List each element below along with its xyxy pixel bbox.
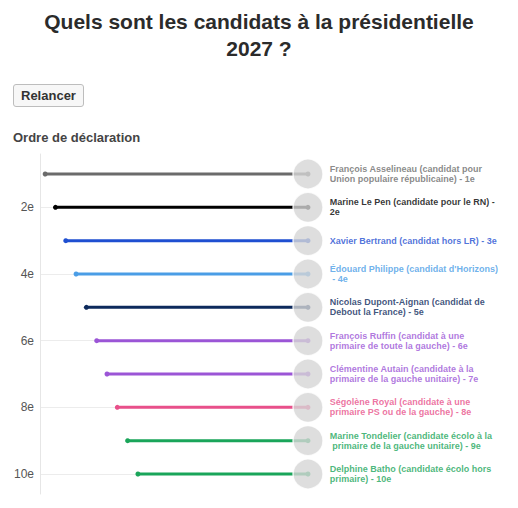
svg-text:primaire PS ou de la gauche) -: primaire PS ou de la gauche) - 8e [330, 407, 472, 417]
svg-text:Debout la France) - 5e: Debout la France) - 5e [330, 307, 424, 317]
svg-text:primaire de la gauche unitaire: primaire de la gauche unitaire) - 7e [330, 374, 479, 384]
svg-text:Xavier Bertrand (candidat hors: Xavier Bertrand (candidat hors LR) - 3e [330, 236, 497, 246]
svg-text:4e: 4e [21, 267, 35, 281]
svg-text:Ségolène Royal (candidate à un: Ségolène Royal (candidate à une [330, 397, 473, 407]
svg-text:Clémentine Autain (candidate à: Clémentine Autain (candidate à la [330, 364, 476, 374]
html-text:Quels sont les candidats à la: Quels sont les candidats à la présidenti… [44, 10, 474, 60]
svg-text:François Asselineau (candidat: François Asselineau (candidat pour [330, 164, 485, 174]
svg-text:- 4e: - 4e [330, 274, 348, 284]
svg-text:Marine Tondelier (candidate éc: Marine Tondelier (candidate écolo à la [330, 431, 493, 441]
svg-text:Delphine Batho (candidate écol: Delphine Batho (candidate écolo hors [330, 464, 494, 474]
svg-text:10e: 10e [14, 467, 34, 481]
svg-text:primaire) - 10e: primaire) - 10e [330, 474, 392, 484]
svg-text:primaire de la gauche unitaire: primaire de la gauche unitaire) - 9e [330, 441, 481, 451]
svg-text:Nicolas Dupont-Aignan (candida: Nicolas Dupont-Aignan (candidat de [330, 297, 488, 307]
svg-text:primaire de toute la gauche) -: primaire de toute la gauche) - 6e [330, 341, 468, 351]
svg-text:2e: 2e [21, 200, 35, 214]
svg-text:2e: 2e [330, 207, 340, 217]
svg-text:Marine Le Pen (candidate pour: Marine Le Pen (candidate pour le RN) - [330, 197, 498, 207]
svg-text:François Ruffin (candidat à un: François Ruffin (candidat à une [330, 331, 467, 341]
svg-text:Union populaire républicaine): Union populaire républicaine) - 1e [330, 174, 475, 184]
html-text:Ordre de déclaration: Ordre de déclaration [13, 130, 141, 145]
html-text:Relancer: Relancer [21, 88, 76, 103]
svg-text:8e: 8e [21, 400, 35, 414]
svg-text:6e: 6e [21, 334, 35, 348]
svg-text:Édouard Philippe (candidat d'H: Édouard Philippe (candidat d'Horizons) [330, 264, 498, 274]
